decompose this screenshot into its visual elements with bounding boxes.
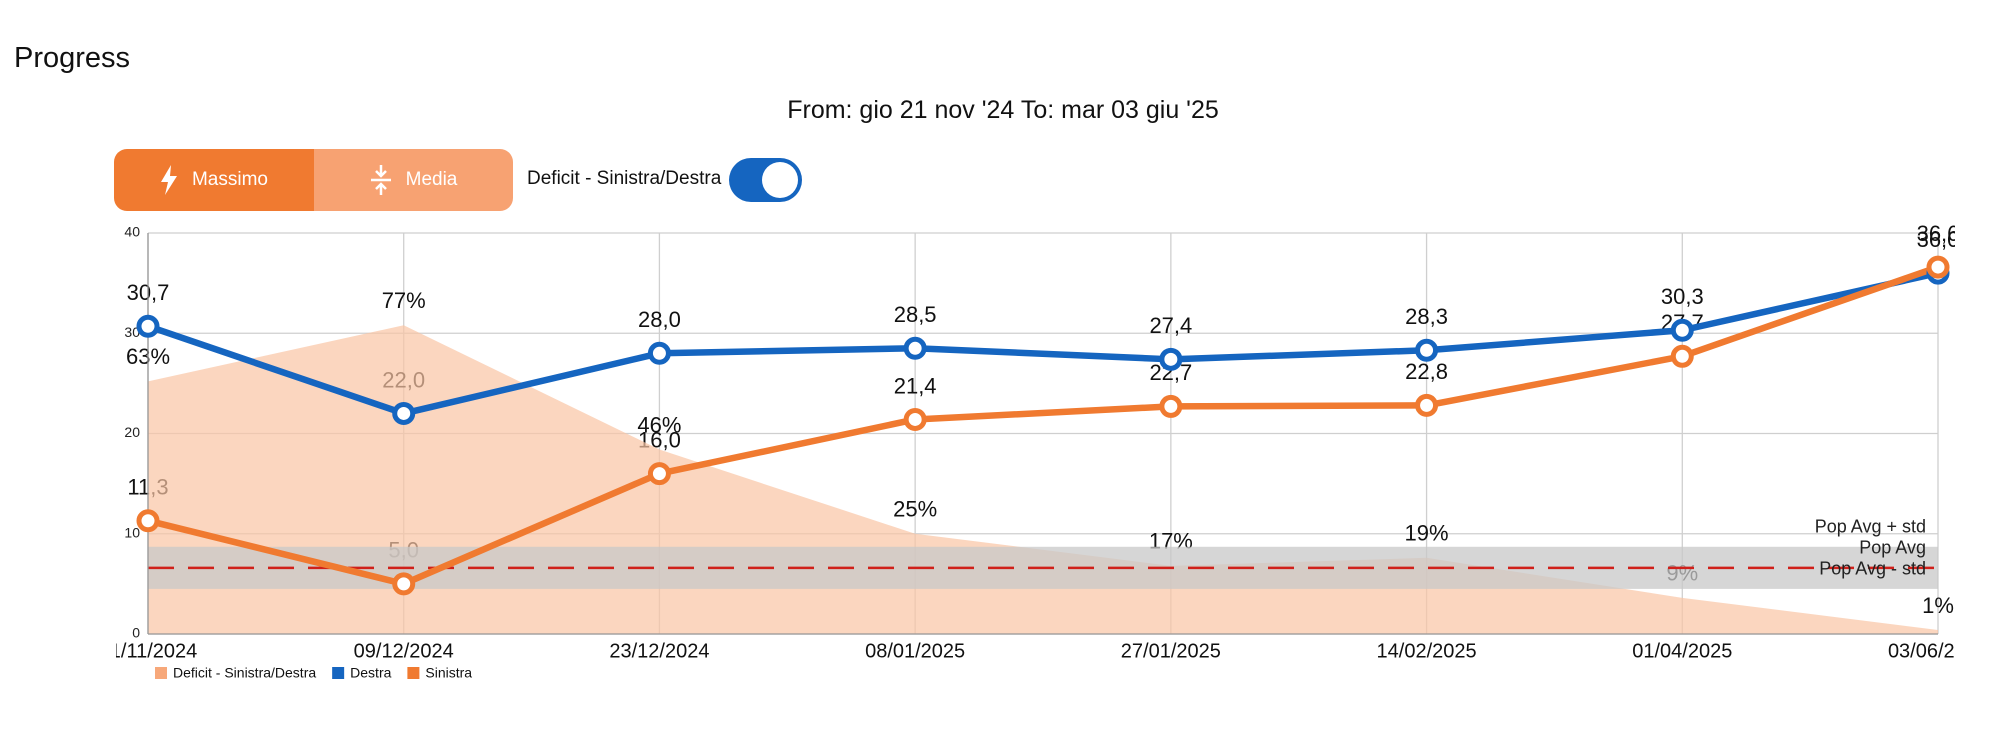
page-title: Progress <box>14 42 131 74</box>
y-tick-label: 10 <box>124 524 140 540</box>
legend-swatch <box>155 667 167 679</box>
data-label: 9% <box>1666 561 1698 586</box>
legend-label: Destra <box>350 665 391 681</box>
compress-icon <box>370 165 391 195</box>
button-label: Media <box>405 169 458 190</box>
point-marker <box>1159 394 1183 418</box>
data-label: 22,0 <box>382 367 425 392</box>
y-tick-label: 20 <box>124 424 140 440</box>
y-tick-label: 40 <box>124 224 140 240</box>
data-label: 30,3 <box>1661 284 1704 309</box>
data-label: 11,3 <box>127 475 168 500</box>
reference-label: Pop Avg <box>1859 538 1926 558</box>
data-label: 27,4 <box>1149 313 1192 338</box>
point-marker <box>136 314 160 338</box>
x-tick-label: 23/12/2024 <box>609 640 709 662</box>
deficit-area <box>148 325 1938 634</box>
data-label: 1% <box>1922 593 1954 618</box>
data-label: 19% <box>1405 521 1449 546</box>
point-marker <box>903 336 927 360</box>
button-label: Massimo <box>191 169 268 190</box>
data-label: 30,7 <box>127 280 170 305</box>
y-tick-label: 0 <box>132 625 140 641</box>
x-tick-label: 21/11/2024 <box>99 640 198 662</box>
series-line <box>146 269 1939 417</box>
data-label: 46% <box>637 412 681 437</box>
point-marker <box>1159 347 1183 371</box>
data-label: 36,0 <box>1917 227 1960 252</box>
point-marker <box>647 462 671 486</box>
data-label: 21,4 <box>894 373 937 398</box>
y-tick-label: 30 <box>124 324 140 340</box>
point-marker <box>903 407 927 431</box>
bolt-icon <box>160 165 177 195</box>
mode-switch: Massimo Media <box>114 149 513 211</box>
avg-button[interactable]: Media <box>314 149 513 211</box>
data-label: 28,3 <box>1405 304 1448 329</box>
x-tick-label: 27/01/2025 <box>1121 640 1221 662</box>
x-tick-label: 03/06/2025 <box>1888 640 1988 662</box>
x-tick-label: 01/04/2025 <box>1632 640 1732 662</box>
data-label: 16,0 <box>638 427 681 452</box>
x-tick-label: 14/02/2025 <box>1377 640 1477 662</box>
x-tick-label: 09/12/2024 <box>354 640 454 662</box>
toggle-label: Deficit - Sinistra/Destra <box>527 168 722 189</box>
point-marker <box>136 509 160 533</box>
data-label: 28,0 <box>638 307 681 332</box>
max-button[interactable]: Massimo <box>114 149 314 211</box>
data-label: 36,6 <box>1917 221 1960 246</box>
point-marker <box>1670 344 1694 368</box>
data-label: 28,5 <box>894 302 937 327</box>
toggle[interactable] <box>729 158 802 202</box>
point-marker <box>1415 338 1439 362</box>
data-label: 63% <box>126 344 170 369</box>
point-marker <box>392 572 416 596</box>
data-label: 22,7 <box>1149 360 1192 385</box>
data-label: 77% <box>382 288 426 313</box>
toggle-knob <box>762 162 798 198</box>
point-marker <box>1926 261 1950 285</box>
point-marker <box>1926 255 1950 279</box>
data-label: 22,8 <box>1405 359 1448 384</box>
date-range: From: gio 21 nov '24 To: mar 03 giu '25 <box>787 96 1219 124</box>
x-tick-label: 08/01/2025 <box>865 640 965 662</box>
legend-label: Sinistra <box>425 665 472 681</box>
clipped-layer: 21/11/2024 09/12/2024 23/12/2024 08/01/2025… <box>99 221 1988 662</box>
point-marker <box>392 401 416 425</box>
reference-label: Pop Avg - std <box>1819 559 1926 579</box>
legend-swatch <box>332 667 345 679</box>
data-label: 27,7 <box>1661 310 1704 335</box>
point-marker <box>1415 393 1439 417</box>
data-label: 25% <box>893 497 937 522</box>
point-marker <box>647 341 671 365</box>
legend-label: Deficit - Sinistra/Destra <box>173 665 316 681</box>
series-line <box>147 264 1940 588</box>
pop-std-band <box>148 546 1938 589</box>
point-marker <box>1670 318 1694 342</box>
legend-swatch <box>407 667 420 679</box>
data-label: 17% <box>1149 529 1193 554</box>
reference-label: Pop Avg + std <box>1815 517 1926 537</box>
data-label: 5,0 <box>388 538 419 563</box>
